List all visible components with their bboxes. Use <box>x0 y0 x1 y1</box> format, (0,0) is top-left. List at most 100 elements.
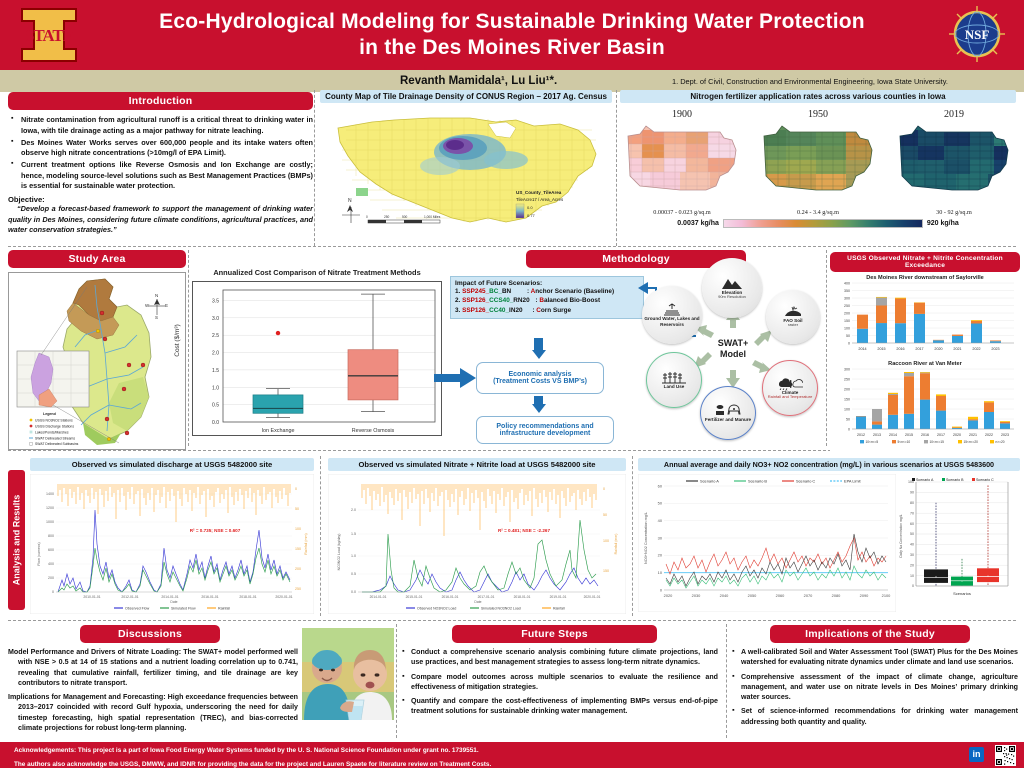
svg-text:Ion Exchange: Ion Exchange <box>262 428 295 434</box>
nitrogen-year: 2019 <box>892 109 1016 120</box>
scenario-code-c: RN20 <box>513 297 529 304</box>
svg-text:E: E <box>165 303 168 308</box>
scenario-caption: Annual average and daily NO3+ NO2 concen… <box>638 458 1020 471</box>
svg-text:Scenario A: Scenario A <box>700 478 719 483</box>
svg-text:2012: 2012 <box>857 433 865 437</box>
svg-text:30: 30 <box>910 553 914 557</box>
svg-text:150: 150 <box>844 319 850 323</box>
scenario-charts-panel: Annual average and daily NO3+ NO2 concen… <box>638 458 1020 612</box>
svg-text:250: 250 <box>295 587 301 591</box>
svg-text:50: 50 <box>295 507 299 511</box>
nitrogen-panel-2019: 2019 <box>892 109 1016 216</box>
study-area-section: Study Area <box>8 250 186 450</box>
svg-text:Legend: Legend <box>43 412 56 416</box>
svg-text:2015-01-01: 2015-01-01 <box>406 595 423 599</box>
svg-text:2080: 2080 <box>832 593 841 598</box>
svg-text:80: 80 <box>910 501 914 505</box>
svg-text:USGS NO3NO2 Stations: USGS NO3NO2 Stations <box>35 419 73 423</box>
nitrogen-color-scale: 0.0037 kg/ha 920 kg/ha <box>620 219 1016 228</box>
swat-node-fertilizer-manure: Fertilizer and Manure <box>700 386 756 440</box>
svg-text:400: 400 <box>844 281 850 285</box>
svg-text:Rainfall: Rainfall <box>553 606 565 610</box>
svg-text:300: 300 <box>844 367 850 371</box>
scenario-code-b: CC40_ <box>489 307 509 314</box>
nitrate-load-chart-panel: Observed vs simulated Nitrate + Nitrite … <box>328 458 626 619</box>
swat-node-groundwater: Ground Water, Lakes and Reservoirs <box>642 286 702 344</box>
svg-text:Observed Flow: Observed Flow <box>125 606 150 610</box>
svg-text:15<n<=20: 15<n<=20 <box>964 440 979 444</box>
svg-text:2020-01-01: 2020-01-01 <box>275 595 292 599</box>
svg-text:2017: 2017 <box>937 433 945 437</box>
svg-text:Lakes/Ponds/Marshes: Lakes/Ponds/Marshes <box>35 431 69 435</box>
svg-text:90: 90 <box>910 491 914 495</box>
svg-text:2021: 2021 <box>969 433 977 437</box>
svg-text:2017-01-01: 2017-01-01 <box>478 595 495 599</box>
svg-text:250: 250 <box>384 215 390 219</box>
swat-node-label: Land Use <box>664 384 685 389</box>
future-steps-section: Future Steps Conduct a comprehensive sce… <box>400 625 718 721</box>
scenario-desc: orn Surge <box>541 307 571 314</box>
outlier-point <box>276 331 280 335</box>
svg-text:100: 100 <box>908 480 914 484</box>
svg-text:0.0: 0.0 <box>212 420 219 426</box>
nitrogen-caption: Nitrogen fertilizer application rates ac… <box>620 90 1016 103</box>
svg-text:2021: 2021 <box>953 347 961 351</box>
svg-text:70: 70 <box>910 511 914 515</box>
svg-text:0: 0 <box>603 487 605 491</box>
svg-text:0: 0 <box>848 427 850 431</box>
svg-text:S: S <box>155 315 158 320</box>
svg-text:2.0: 2.0 <box>212 351 219 357</box>
well-icon <box>661 303 683 316</box>
svg-text:150: 150 <box>295 547 301 551</box>
svg-text:2020: 2020 <box>934 347 942 351</box>
svg-text:NSF: NSF <box>965 27 990 42</box>
list-item: Conduct a comprehensive scenario analysi… <box>400 647 718 668</box>
introduction-section: Introduction Nitrate contamination from … <box>8 92 313 236</box>
title-line-1: Eco-Hydrological Modeling for Sustainabl… <box>159 9 865 35</box>
svg-text:NO3NO2 Load (kg/day): NO3NO2 Load (kg/day) <box>337 534 341 571</box>
cost-y-axis-label: Cost ($/m³) <box>174 324 181 357</box>
svg-text:0.0: 0.0 <box>527 205 533 210</box>
conus-tile-drainage-panel: County Map of Tile Drainage Density of C… <box>320 90 612 234</box>
svg-text:1400: 1400 <box>46 492 54 496</box>
objective-text: “Develop a forecast-based framework to s… <box>8 204 313 236</box>
svg-text:0: 0 <box>366 215 368 219</box>
svg-text:800: 800 <box>48 534 54 538</box>
svg-text:2020-01-01: 2020-01-01 <box>584 595 601 599</box>
analysis-results-side-label: Analysis and Results <box>8 470 25 610</box>
cost-comparison-panel: Annualized Cost Comparison of Nitrate Tr… <box>192 268 442 436</box>
svg-text:N: N <box>348 198 352 204</box>
iowa-map-1900 <box>620 120 744 202</box>
svg-text:Rainfall: Rainfall <box>218 606 230 610</box>
ack-line-2: The authors also acknowledge the USGS, D… <box>14 756 1024 770</box>
study-area-title: Study Area <box>8 250 186 268</box>
policy-line1: Policy recommendations and <box>496 423 593 430</box>
scenario-code-a: SSP126_ <box>462 307 489 314</box>
svg-text:2090: 2090 <box>860 593 869 598</box>
scenario-number: 3. <box>455 307 460 314</box>
svg-text:Scenarios: Scenarios <box>953 591 971 596</box>
svg-text:2022: 2022 <box>972 347 980 351</box>
svg-text:50: 50 <box>846 417 850 421</box>
crop-icon <box>661 370 687 384</box>
svg-text:3.5: 3.5 <box>212 298 219 304</box>
side-label-text: Analysis and Results <box>12 495 22 586</box>
svg-text:2015: 2015 <box>877 347 885 351</box>
divider <box>826 250 827 446</box>
list-item: Set of science-informed recommendations … <box>730 706 1018 727</box>
svg-text:1,000 Miles: 1,000 Miles <box>424 215 441 219</box>
svg-text:10: 10 <box>910 574 914 578</box>
svg-text:5<n<=10: 5<n<=10 <box>898 440 911 444</box>
bar-group <box>857 297 1001 343</box>
svg-text:0: 0 <box>912 584 914 588</box>
svg-text:Observed NO3NO2 Load: Observed NO3NO2 Load <box>417 606 456 610</box>
svg-text:100: 100 <box>295 527 301 531</box>
qr-code-icon[interactable] <box>995 745 1016 766</box>
linkedin-icon[interactable]: in <box>969 747 984 762</box>
svg-text:350: 350 <box>844 289 850 293</box>
swat-node-climate: Climate Rainfall and Temperature <box>762 360 818 416</box>
discussion-paragraph: Model Performance and Drivers of Nitrate… <box>8 647 298 688</box>
divider <box>8 620 1016 621</box>
svg-text:50: 50 <box>603 513 607 517</box>
